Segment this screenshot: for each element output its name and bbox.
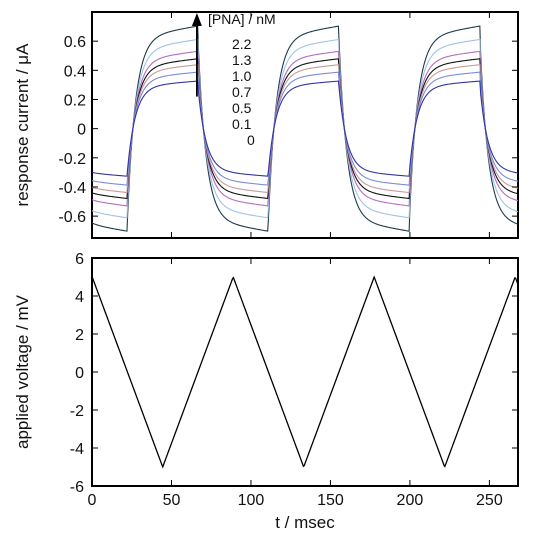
top-y-tick-label: 0.2 [64,92,86,109]
bottom-y-tick-label: -6 [70,479,84,496]
legend-entry-1.0: 1.0 [232,68,252,84]
bottom-y-tick-label: -4 [70,441,84,458]
current-series-0.1 [91,71,519,186]
current-series-0.7 [91,58,519,200]
x-tick-label-150: 150 [317,492,344,509]
top-y-tick-label: 0 [77,122,86,139]
bottom-y-tick-label: 2 [75,327,84,344]
top-y-axis-label: response current / μA [13,43,32,207]
legend-title: [PNA] / nM [208,11,276,27]
increase-arrow-head [191,13,202,26]
top-y-tick-label: -0.4 [58,180,86,197]
applied-voltage-line [91,275,519,469]
current-series-0.5 [91,64,519,194]
current-series-2.2 [91,25,519,232]
legend-entry-0.1: 0.1 [232,116,252,132]
x-tick-label-0: 0 [88,492,97,509]
top-y-tick-label: 0.6 [64,34,86,51]
legend-entry-0.5: 0.5 [232,100,252,116]
current-series-1.0 [91,50,519,207]
top-y-tick-label: -0.6 [58,209,86,226]
bottom-y-tick-label: -2 [70,403,84,420]
legend-entry-0: 0 [247,132,255,148]
bottom-y-tick-label: 4 [75,289,84,306]
bottom-y-tick-label: 6 [75,251,84,268]
bottom-y-axis-label: applied voltage / mV [13,294,32,449]
applied-voltage-panel: 0 50 100 150 200 250 6 4 2 0 -2 -4 -6 applied voltage… [13,251,519,532]
x-tick-label-250: 250 [476,492,503,509]
legend-entry-1.3: 1.3 [232,52,252,68]
plot-frame-bottom [91,257,519,487]
response-current-panel: 0.6 0.4 0.2 0 -0.2 -0.4 -0.6 response current /… [13,11,519,239]
plot-frame-top [91,11,519,239]
x-tick-label-200: 200 [397,492,424,509]
legend-entry-0.7: 0.7 [232,84,252,100]
top-y-tick-label: 0.4 [64,63,86,80]
x-tick-label-50: 50 [163,492,181,509]
x-axis-label: t / msec [275,513,335,532]
bottom-y-tick-label: 0 [75,365,84,382]
legend-entry-2.2: 2.2 [232,36,252,52]
top-y-tick-label: -0.2 [58,151,86,168]
current-series-1.3 [91,38,519,219]
x-tick-label-100: 100 [238,492,265,509]
current-series-0 [91,80,519,177]
